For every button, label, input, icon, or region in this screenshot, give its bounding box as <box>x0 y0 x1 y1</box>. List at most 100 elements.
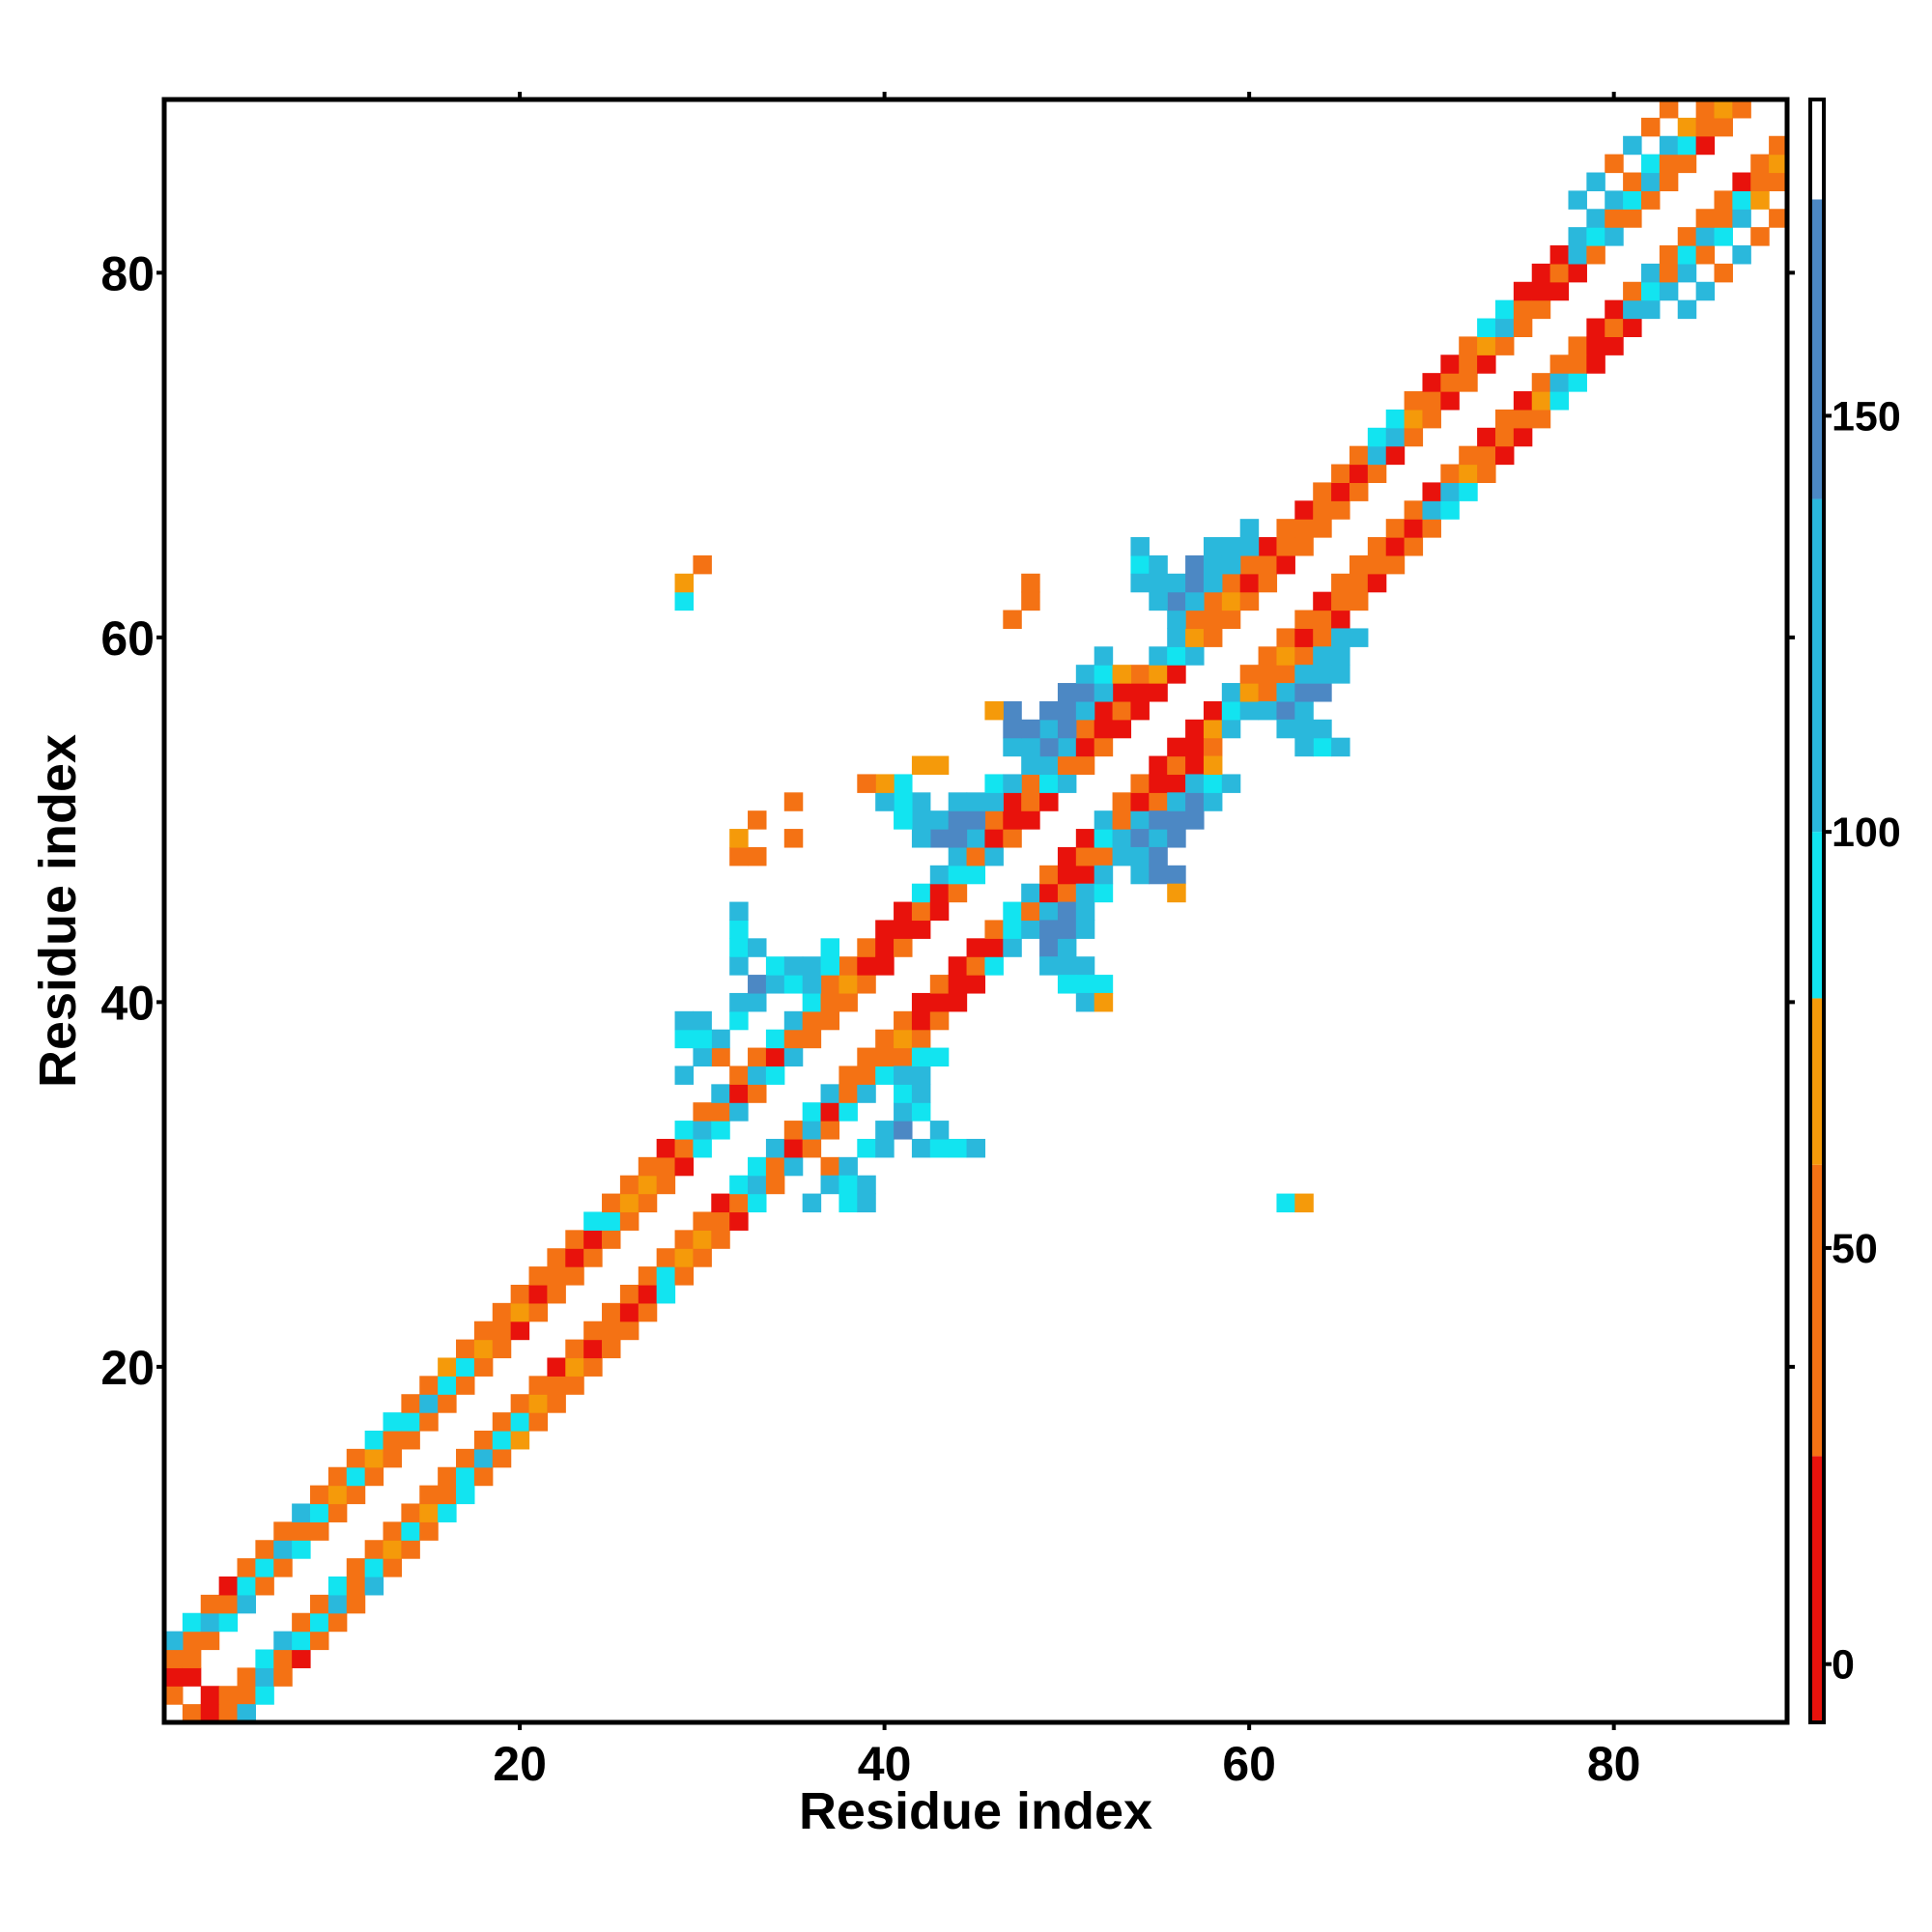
heatmap-cell <box>1075 700 1095 721</box>
heatmap-cell <box>1057 737 1077 757</box>
heatmap-cell <box>583 1339 603 1359</box>
heatmap-cell <box>729 1193 749 1213</box>
heatmap-cell <box>1149 591 1168 611</box>
heatmap-cell <box>1294 500 1314 520</box>
heatmap-cell <box>310 1612 329 1633</box>
heatmap-cell <box>292 1521 311 1541</box>
heatmap-cell <box>911 1084 931 1103</box>
heatmap-cell <box>218 1704 239 1723</box>
heatmap-cell <box>1185 774 1205 793</box>
heatmap-cell <box>1021 901 1040 922</box>
heatmap-cell <box>1294 610 1314 630</box>
heatmap-cell <box>1167 865 1186 885</box>
heatmap-cell <box>894 920 913 939</box>
heatmap-cell <box>1185 573 1205 593</box>
heatmap-cell <box>984 829 1004 848</box>
heatmap-cell <box>1258 665 1278 684</box>
heatmap-cell <box>1404 500 1424 520</box>
heatmap-cell <box>838 975 858 994</box>
heatmap-cell <box>857 1065 876 1085</box>
heatmap-cell <box>492 1321 512 1341</box>
heatmap-cell <box>1167 883 1186 903</box>
heatmap-cell <box>656 1284 676 1304</box>
heatmap-cell <box>565 1339 584 1359</box>
heatmap-cell <box>783 975 804 994</box>
heatmap-cell <box>1039 755 1059 776</box>
heatmap-cell <box>1659 263 1679 283</box>
heatmap-cell <box>1695 227 1716 246</box>
heatmap-cell <box>783 956 804 976</box>
heatmap-cell <box>383 1521 402 1541</box>
heatmap-cell <box>1422 519 1441 538</box>
heatmap-cell <box>1112 683 1132 702</box>
heatmap-cell <box>711 1029 730 1049</box>
heatmap-cell <box>894 792 913 811</box>
heatmap-cell <box>438 1503 457 1522</box>
heatmap-cell <box>1294 519 1314 538</box>
heatmap-cell <box>1677 117 1697 137</box>
heatmap-cell <box>1276 665 1295 684</box>
heatmap-cell <box>1239 519 1260 538</box>
heatmap-cell <box>911 792 931 811</box>
heatmap-cell <box>1021 573 1040 593</box>
heatmap-cell <box>1623 281 1642 301</box>
heatmap-cell <box>1003 938 1022 957</box>
heatmap-cell <box>693 1047 712 1067</box>
heatmap-cell <box>783 1156 804 1177</box>
heatmap-cell <box>1695 245 1716 265</box>
heatmap-cell <box>1513 281 1533 301</box>
heatmap-cell <box>1239 554 1260 575</box>
heatmap-cell <box>948 829 968 848</box>
heatmap-cell <box>1203 628 1223 647</box>
heatmap-cell <box>1112 792 1132 811</box>
heatmap-cell <box>1677 299 1697 320</box>
heatmap-cell <box>1221 591 1241 611</box>
heatmap-cell <box>1075 975 1095 994</box>
heatmap-cell <box>292 1649 311 1668</box>
heatmap-cell <box>1094 665 1114 684</box>
heatmap-cell <box>948 883 968 903</box>
heatmap-cell <box>1239 537 1260 556</box>
heatmap-cell <box>1276 554 1295 575</box>
heatmap-cell <box>802 1102 822 1122</box>
heatmap-cell <box>1130 683 1150 702</box>
heatmap-cell <box>510 1302 530 1322</box>
heatmap-cell <box>200 1686 220 1705</box>
heatmap-cell <box>1185 810 1205 830</box>
heatmap-cell <box>1239 683 1260 702</box>
heatmap-cell <box>765 975 785 994</box>
heatmap-cell <box>255 1649 274 1668</box>
heatmap-cell <box>929 1010 950 1031</box>
heatmap-cell <box>1313 482 1332 501</box>
heatmap-cell <box>748 1084 767 1103</box>
heatmap-cell <box>674 1248 695 1267</box>
heatmap-cell <box>748 1047 767 1067</box>
heatmap-cell <box>602 1321 621 1341</box>
heatmap-cell <box>1258 554 1278 575</box>
heatmap-cell <box>473 1357 494 1377</box>
heatmap-cell <box>1130 554 1150 575</box>
heatmap-cell <box>602 1230 621 1249</box>
heatmap-cell <box>1568 245 1587 265</box>
heatmap-cell <box>1714 99 1733 119</box>
heatmap-cell <box>1167 665 1186 684</box>
heatmap-cell <box>1112 846 1132 867</box>
heatmap-cell <box>510 1430 530 1450</box>
heatmap-cell <box>1075 665 1095 684</box>
heatmap-cell <box>857 1084 876 1103</box>
heatmap-cell <box>729 938 749 957</box>
heatmap-cell <box>1349 445 1369 466</box>
heatmap-cell <box>1258 573 1278 593</box>
heatmap-cell <box>1276 628 1295 647</box>
heatmap-cell <box>1494 299 1515 320</box>
heatmap-cell <box>1294 737 1314 757</box>
heatmap-cell <box>1039 883 1059 903</box>
heatmap-cell <box>200 1612 220 1633</box>
heatmap-cell <box>656 1175 676 1195</box>
heatmap-cell <box>1185 792 1205 811</box>
heatmap-cell <box>1057 883 1077 903</box>
heatmap-cell <box>638 1193 658 1213</box>
heatmap-cell <box>1057 975 1077 994</box>
heatmap-cell <box>783 1010 804 1031</box>
heatmap-cell <box>1513 391 1533 411</box>
